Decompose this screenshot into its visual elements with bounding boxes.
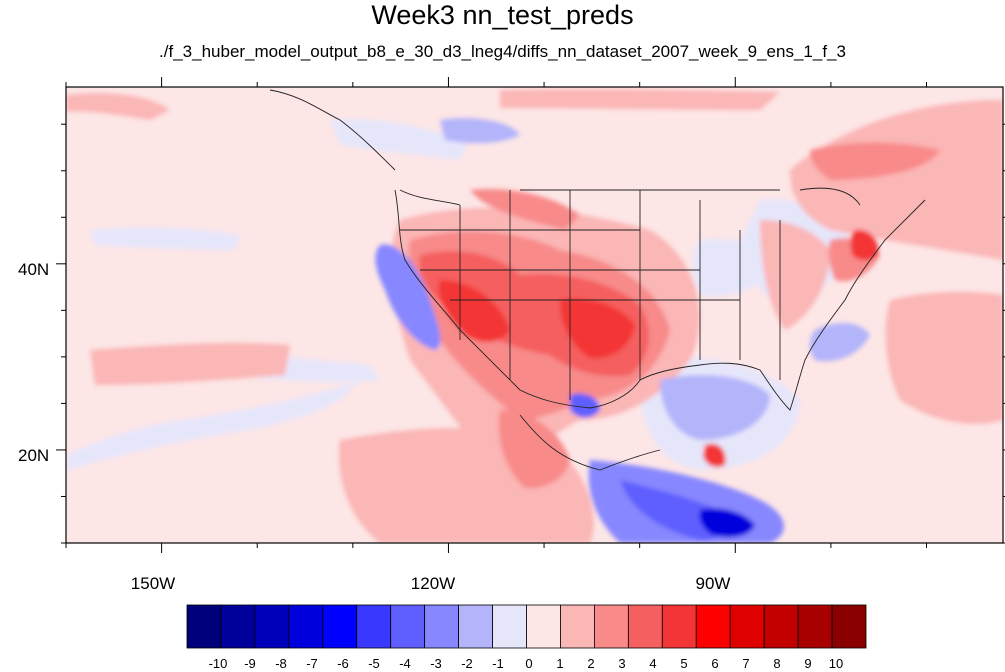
y-tick-label-20n: 20N [18, 446, 49, 465]
colorbar-label: -7 [306, 656, 318, 671]
map-frame [65, 86, 1004, 544]
colorbar-label: 3 [618, 656, 625, 671]
colorbar-label: 1 [556, 656, 563, 671]
colorbar-label: 7 [742, 656, 749, 671]
colorbar-label: -1 [492, 656, 504, 671]
colorbar-label: 6 [711, 656, 718, 671]
colorbar-label: 4 [649, 656, 656, 671]
colorbar-swatch [492, 604, 527, 649]
colorbar-swatch [661, 604, 697, 649]
colorbar-swatch [458, 604, 493, 649]
colorbar-swatch [831, 604, 867, 649]
colorbar-swatch [763, 604, 799, 649]
coastlines-and-borders [269, 89, 926, 471]
map-plot-area [66, 87, 1003, 543]
colorbar-swatch [526, 604, 561, 649]
colorbar-label: -2 [461, 656, 473, 671]
x-tick-label-120w: 120W [411, 574, 455, 593]
colorbar-swatch [220, 604, 256, 649]
colorbar-swatch [560, 604, 595, 649]
colorbar [186, 604, 867, 649]
colorbar-label: 5 [680, 656, 687, 671]
colorbar-label: 2 [587, 656, 594, 671]
x-tick-label-90w: 90W [696, 574, 731, 593]
colorbar-swatch [186, 604, 222, 649]
colorbar-swatch [254, 604, 290, 649]
colorbar-swatch [322, 604, 358, 649]
colorbar-swatch [695, 604, 731, 649]
colorbar-label: 9 [804, 656, 811, 671]
colorbar-label: -8 [275, 656, 287, 671]
colorbar-label: 8 [773, 656, 780, 671]
colorbar-label: -3 [430, 656, 442, 671]
colorbar-label: -9 [244, 656, 256, 671]
y-axis-labels: 40N 20N [18, 260, 49, 465]
colorbar-label: 10 [829, 656, 843, 671]
colorbar-swatch [356, 604, 392, 649]
page-title: Week3 nn_test_preds [371, 0, 634, 30]
colorbar-label: 0 [525, 656, 532, 671]
page-subtitle: ./f_3_huber_model_output_b8_e_30_d3_lneg… [159, 42, 846, 61]
colorbar-label: -6 [337, 656, 349, 671]
colorbar-label: -10 [209, 656, 228, 671]
colorbar-swatch [424, 604, 459, 649]
colorbar-swatch [729, 604, 765, 649]
colorbar-swatch [594, 604, 629, 649]
y-tick-label-40n: 40N [18, 260, 49, 279]
colorbar-swatch [797, 604, 833, 649]
colorbar-labels: -10 -9 -8 -7 -6 -5 -4 -3 -2 -1 0 1 2 3 4… [209, 656, 844, 671]
colorbar-label: -5 [368, 656, 380, 671]
colorbar-swatch [288, 604, 324, 649]
colorbar-swatch [627, 604, 663, 649]
colorbar-label: -4 [399, 656, 411, 671]
colorbar-swatch [390, 604, 426, 649]
x-tick-label-150w: 150W [131, 574, 175, 593]
x-axis-labels: 150W 120W 90W [131, 574, 731, 593]
anomaly-field [66, 89, 1003, 543]
